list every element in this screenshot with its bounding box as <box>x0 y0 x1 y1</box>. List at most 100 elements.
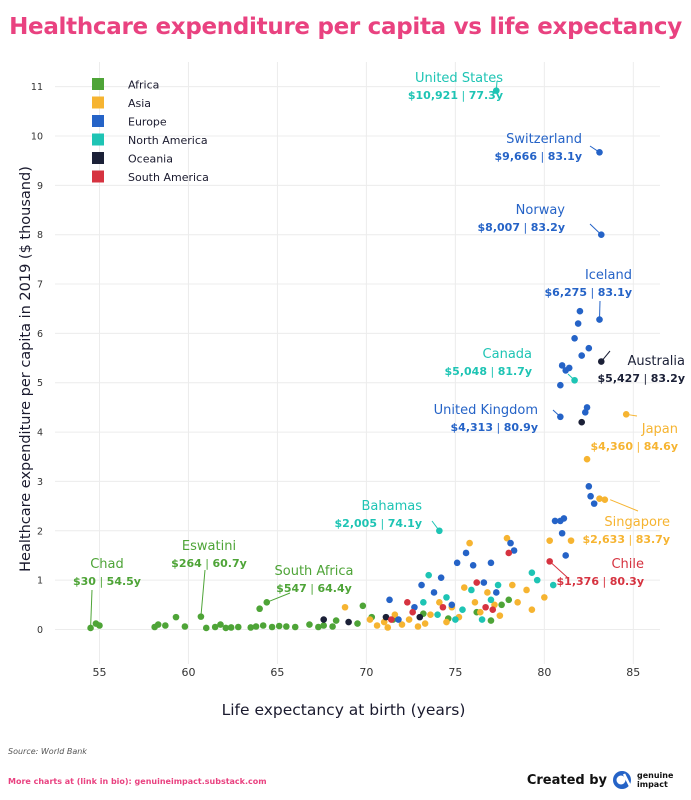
data-point <box>87 624 94 632</box>
data-point <box>420 599 427 606</box>
legend-label: Europe <box>128 116 167 129</box>
annotation-value: $264 | 60.7y <box>171 557 247 570</box>
annotation-value: $2,633 | 83.7y <box>583 533 670 546</box>
data-point <box>291 623 299 631</box>
leader-line <box>266 592 291 603</box>
leader-line <box>567 373 575 381</box>
annotation-expenditure: $2,633 <box>583 533 625 546</box>
annotation-eswatini: Eswatini $264 | 60.7y <box>171 539 247 617</box>
data-point <box>384 624 392 631</box>
legend-label: Asia <box>128 97 151 110</box>
data-point <box>466 539 473 547</box>
annotation-expenditure: $10,921 <box>408 89 458 102</box>
annotation-expenditure: $30 <box>73 575 96 588</box>
data-point <box>482 603 489 611</box>
annotation-name: Chile <box>611 557 644 572</box>
y-tick-label: 2 <box>37 526 43 537</box>
annotation-life-expectancy: 80.3y <box>610 575 644 588</box>
data-point <box>528 606 536 614</box>
leader-line <box>200 569 206 617</box>
data-point <box>487 596 495 604</box>
data-point <box>596 495 603 502</box>
x-tick-label: 85 <box>626 666 640 679</box>
data-point <box>505 596 513 604</box>
data-point <box>523 586 530 594</box>
footer-link[interactable]: More charts at (link in bio): genuineimp… <box>8 777 267 786</box>
data-point <box>452 616 459 623</box>
y-tick-label: 5 <box>37 378 43 389</box>
annotation-life-expectancy: 60.7y <box>213 557 247 570</box>
data-point <box>462 549 470 557</box>
data-point <box>448 601 456 609</box>
data-point <box>507 539 514 547</box>
x-tick-label: 75 <box>448 666 462 679</box>
annotation-name: Singapore <box>604 515 670 530</box>
data-point <box>443 618 450 626</box>
data-point <box>505 549 513 557</box>
annotation-chile: Chile $1,376 | 80.3y <box>549 557 644 588</box>
annotation-chad: Chad $30 | 54.5y <box>73 557 141 628</box>
y-tick-label: 10 <box>31 132 43 143</box>
data-point <box>345 618 352 626</box>
data-point <box>418 581 425 589</box>
y-tick-label: 6 <box>37 329 43 340</box>
y-tick-label: 8 <box>37 230 43 241</box>
data-point <box>578 352 586 359</box>
data-point <box>256 605 263 613</box>
annotation-value: $9,666 | 83.1y <box>495 150 582 163</box>
annotation-name: Eswatini <box>182 539 236 554</box>
annotation-name: Japan <box>641 422 678 437</box>
legend-swatch <box>92 115 104 127</box>
data-point <box>373 622 381 629</box>
data-point <box>427 611 434 618</box>
annotation-name: Iceland <box>585 268 632 283</box>
data-point <box>405 616 413 623</box>
annotation-life-expectancy: 83.1y <box>548 150 582 163</box>
annotation-australia: Australia $5,427 | 83.2y <box>598 350 685 385</box>
y-tick-label: 9 <box>37 181 43 192</box>
legend-swatch <box>92 78 104 90</box>
leader-line <box>589 145 600 153</box>
annotation-separator: | <box>96 575 107 588</box>
annotation-value: $4,360 | 84.6y <box>591 440 678 453</box>
data-point <box>571 335 578 342</box>
data-point <box>320 616 327 623</box>
annotation-bahamas: Bahamas $2,005 | 74.1y <box>335 499 440 532</box>
data-point <box>560 515 568 522</box>
legend-swatch <box>92 133 104 146</box>
annotation-value: $6,275 | 83.1y <box>545 286 632 299</box>
data-point <box>583 455 591 463</box>
data-point <box>487 617 495 624</box>
data-point <box>498 601 505 609</box>
chart-title: Healthcare expenditure per capita vs lif… <box>9 14 682 40</box>
annotation-life-expectancy: 83.2y <box>651 372 685 385</box>
annotation-separator: | <box>202 557 213 570</box>
data-point <box>567 537 575 544</box>
annotation-name: United Kingdom <box>434 403 538 418</box>
data-point <box>558 362 566 369</box>
data-point <box>391 611 399 618</box>
data-point <box>320 622 327 629</box>
data-point <box>404 599 411 606</box>
y-tick-label: 11 <box>31 82 43 93</box>
data-point <box>510 547 518 554</box>
data-point <box>162 622 169 629</box>
annotation-separator: | <box>487 365 498 378</box>
annotation-life-expectancy: 81.7y <box>498 365 532 378</box>
annotation-name: Bahamas <box>362 499 423 514</box>
x-tick-label: 60 <box>181 666 195 679</box>
annotation-life-expectancy: 77.3y <box>469 89 503 102</box>
annotation-value: $5,427 | 83.2y <box>598 372 685 385</box>
data-point <box>509 581 516 589</box>
x-tick-label: 80 <box>537 666 551 679</box>
data-point <box>202 624 210 632</box>
series-oceania <box>320 358 605 626</box>
data-point <box>154 621 162 628</box>
data-point <box>551 517 559 525</box>
data-point <box>578 418 586 426</box>
data-point <box>443 594 450 601</box>
annotation-expenditure: $547 <box>276 582 307 595</box>
data-point <box>388 616 395 623</box>
data-point <box>585 483 593 490</box>
